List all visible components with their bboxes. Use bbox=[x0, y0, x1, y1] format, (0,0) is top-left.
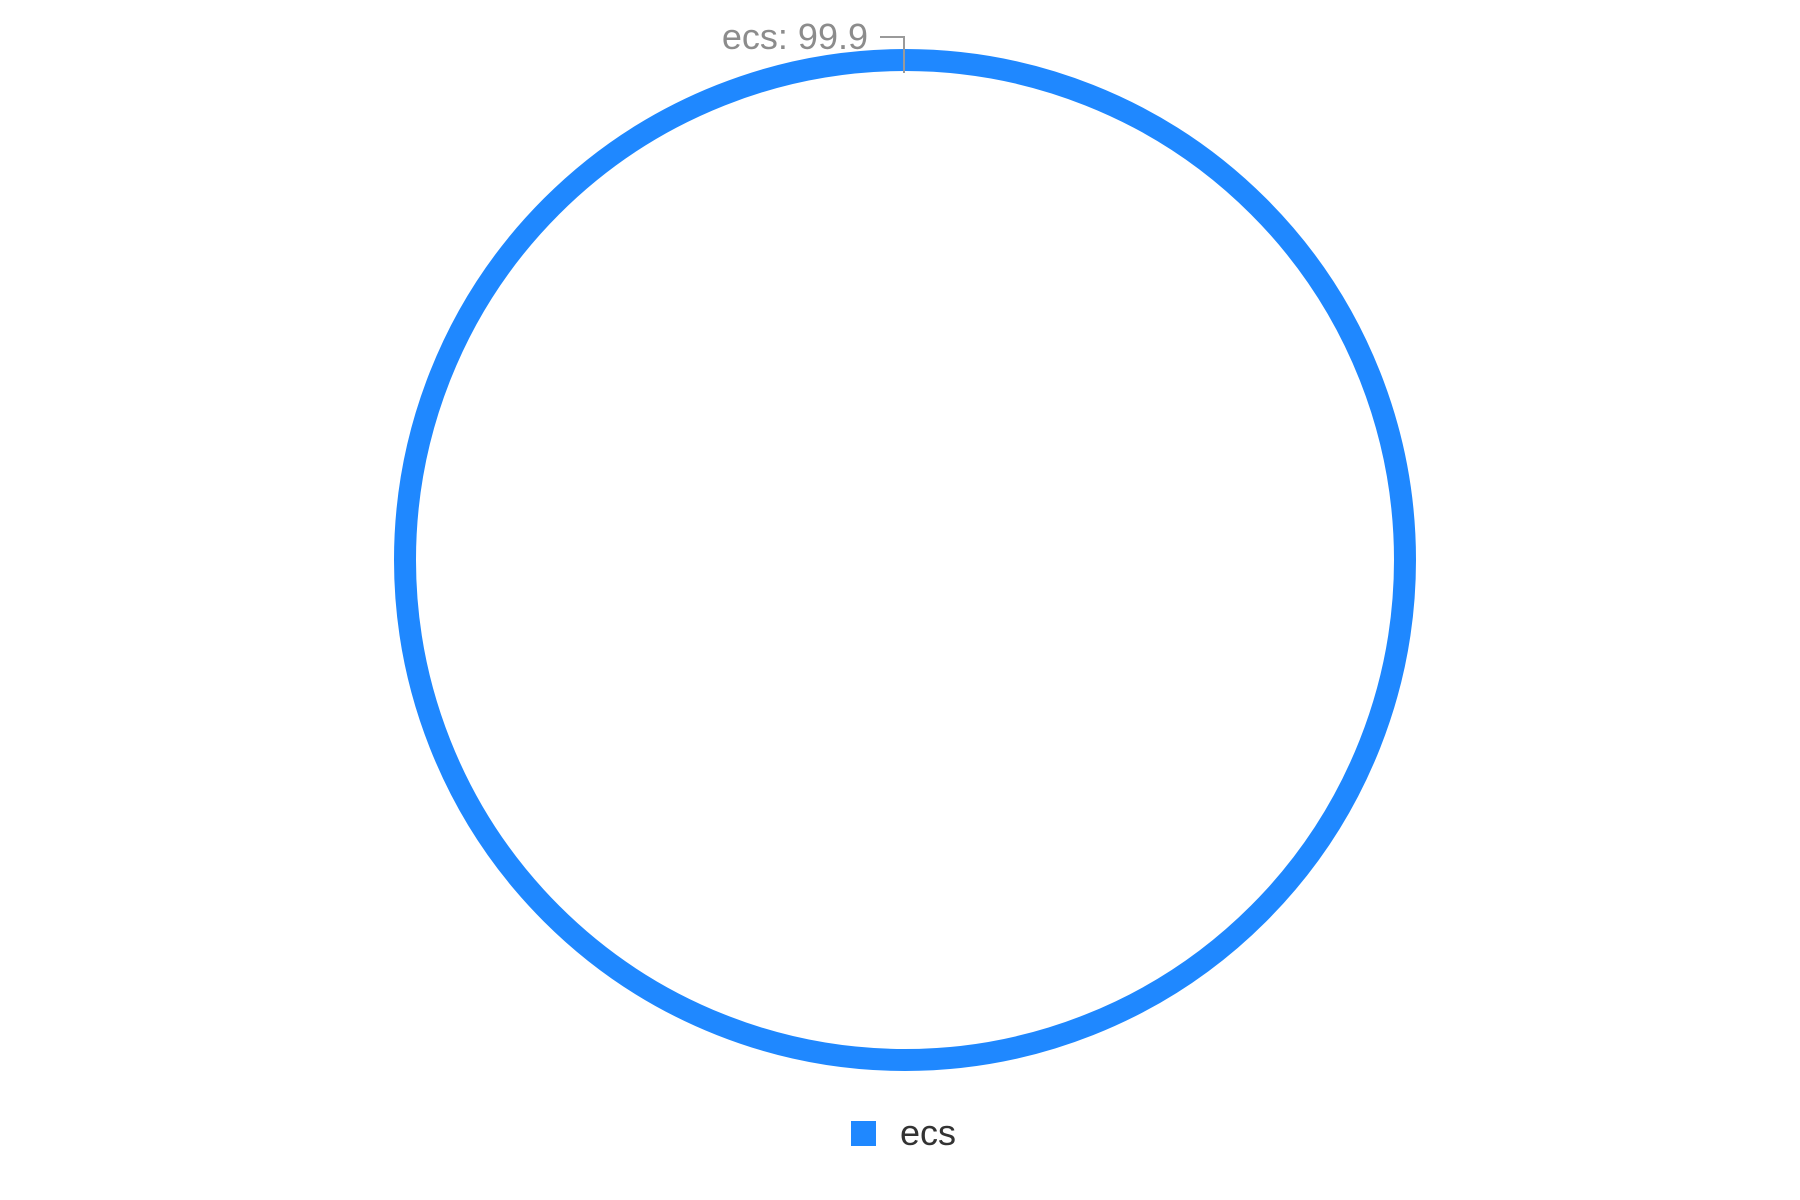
pie-slices bbox=[394, 49, 1416, 1071]
slice-data-label: ecs: 99.9 bbox=[722, 16, 868, 57]
legend: ecs bbox=[851, 1112, 956, 1153]
leader-line bbox=[880, 36, 905, 73]
legend-swatch-ecs[interactable] bbox=[851, 1121, 876, 1146]
legend-label-ecs[interactable]: ecs bbox=[900, 1112, 956, 1153]
data-label-group: ecs: 99.9 bbox=[722, 16, 905, 73]
pie-slice-ecs[interactable] bbox=[394, 49, 1416, 1071]
